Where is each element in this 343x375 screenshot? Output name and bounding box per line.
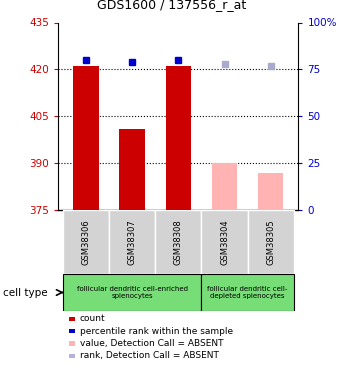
Bar (73, 66, 99, 210)
Text: GDS1600 / 137556_r_at: GDS1600 / 137556_r_at (97, 0, 246, 11)
Text: GSM38304: GSM38304 (220, 219, 229, 265)
Bar (258, 172, 283, 210)
Text: percentile rank within the sample: percentile rank within the sample (80, 327, 233, 336)
Bar (119, 129, 145, 210)
Bar (63, 210, 109, 274)
Bar (63, 274, 201, 311)
Bar (212, 163, 237, 210)
Text: GSM38305: GSM38305 (266, 219, 275, 265)
Bar (166, 66, 191, 210)
Bar (201, 210, 248, 274)
Bar (109, 210, 155, 274)
Text: GSM38308: GSM38308 (174, 219, 183, 265)
Bar (248, 210, 294, 274)
Text: value, Detection Call = ABSENT: value, Detection Call = ABSENT (80, 339, 223, 348)
Text: GSM38306: GSM38306 (82, 219, 91, 265)
Bar (155, 210, 201, 274)
Bar (201, 274, 294, 311)
Text: GSM38307: GSM38307 (128, 219, 137, 265)
Text: rank, Detection Call = ABSENT: rank, Detection Call = ABSENT (80, 351, 219, 360)
Text: follicular dendritic cell-enriched
splenocytes: follicular dendritic cell-enriched splen… (77, 286, 188, 299)
Text: follicular dendritic cell-
depleted splenocytes: follicular dendritic cell- depleted sple… (208, 286, 288, 299)
Text: cell type: cell type (3, 288, 48, 297)
Text: count: count (80, 314, 106, 323)
